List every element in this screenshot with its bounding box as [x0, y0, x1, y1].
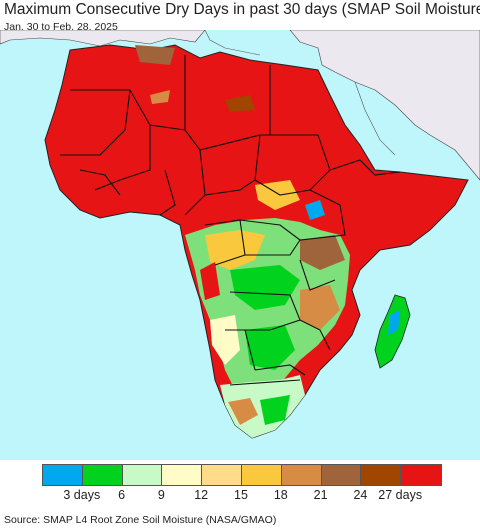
- legend-swatch: [321, 465, 362, 485]
- legend-tick-label: 3 days: [63, 488, 101, 502]
- legend: 3 days 6 9 12 15 18 21 24 27 days: [0, 460, 480, 510]
- dry-patch: [200, 262, 220, 300]
- map-title: Maximum Consecutive Dry Days in past 30 …: [4, 1, 480, 18]
- wet-patch: [230, 265, 300, 310]
- coastlines: [204, 30, 396, 156]
- dry-patch: [135, 45, 175, 65]
- dry-patch: [228, 398, 258, 425]
- legend-tick-label: 18: [273, 488, 288, 502]
- legend-swatch: [82, 465, 123, 485]
- legend-swatch: [162, 465, 203, 485]
- dry-patch: [150, 90, 170, 104]
- legend-tick-label: 21: [313, 488, 328, 502]
- legend-swatch: [281, 465, 322, 485]
- legend-swatch: [401, 465, 441, 485]
- country-borders: [60, 55, 401, 386]
- legend-swatch: [202, 465, 242, 485]
- legend-tick-label: 12: [194, 488, 209, 502]
- wet-patch: [260, 395, 290, 425]
- map-area: [0, 30, 480, 460]
- legend-tick-label: 15: [234, 488, 248, 502]
- wet-patch: [245, 325, 295, 370]
- dry-patch: [300, 235, 345, 270]
- source-note: Source: SMAP L4 Root Zone Soil Moisture …: [4, 514, 277, 526]
- moderate-patch: [300, 285, 340, 330]
- wet-patch: [305, 200, 325, 220]
- legend-tick-label: 6: [118, 488, 126, 502]
- wet-patch: [388, 310, 400, 335]
- legend-color-bar: [42, 464, 442, 486]
- legend-tick-label: 24: [353, 488, 368, 502]
- legend-swatch: [43, 465, 83, 485]
- moist-patch: [210, 315, 240, 365]
- moderate-patch: [205, 230, 265, 270]
- moderate-patch: [255, 180, 300, 210]
- legend-tick-label: 9: [157, 488, 165, 502]
- legend-tick-label: 27 days: [378, 488, 423, 502]
- legend-swatch: [122, 465, 163, 485]
- dry-patch: [225, 95, 255, 112]
- legend-swatch: [241, 465, 282, 485]
- legend-swatch: [361, 465, 402, 485]
- no-data-land: [0, 30, 480, 181]
- africa-map: [0, 30, 480, 439]
